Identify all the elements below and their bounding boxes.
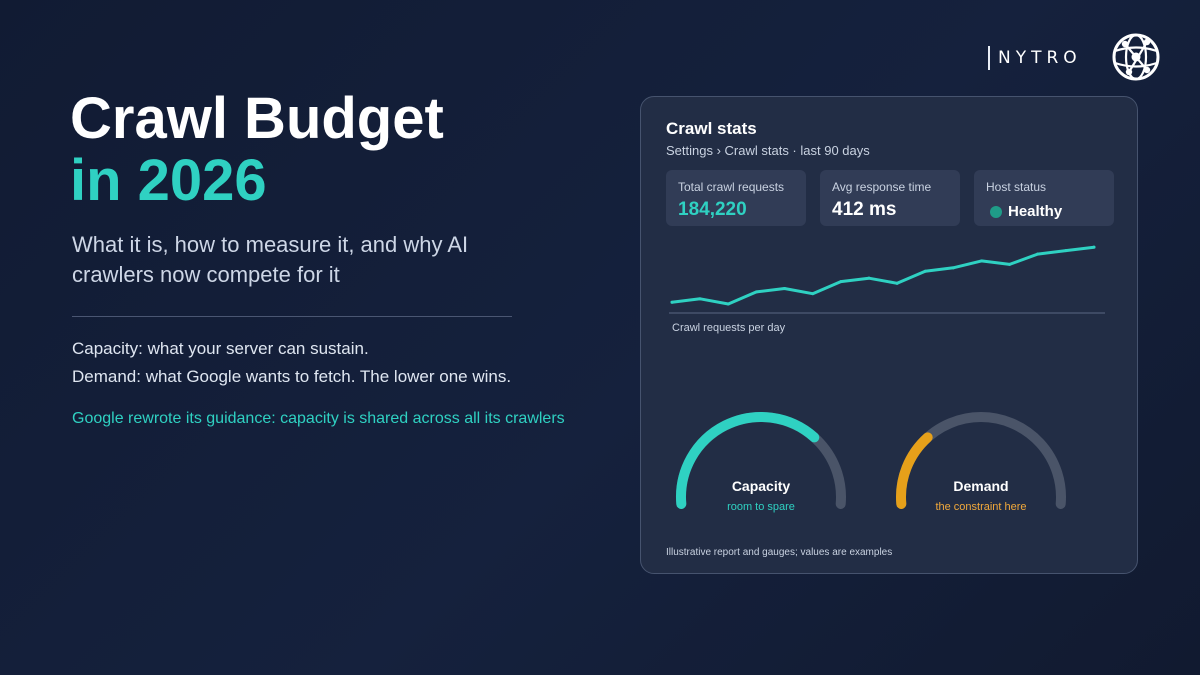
- breadcrumb: Settings › Crawl stats · last 90 days: [666, 143, 870, 158]
- status-dot-icon: [990, 205, 1002, 218]
- crawl-requests-line: [670, 245, 1096, 306]
- stat-value: 412 ms: [832, 199, 897, 220]
- card-title: Crawl stats: [666, 119, 757, 138]
- subtitle: What it is, how to measure it, and why A…: [72, 232, 469, 287]
- data-point-6: [811, 292, 815, 296]
- status-row: Healthy: [990, 203, 1062, 220]
- brand-divider: [988, 46, 990, 70]
- data-point-1: [670, 300, 674, 304]
- page-title: Crawl Budget in 2026: [70, 88, 444, 212]
- data-point-12: [979, 259, 983, 263]
- stat-total-requests: Total crawl requests 184,220: [666, 170, 806, 226]
- data-point-14: [1036, 252, 1040, 256]
- gauge-fill-capacity: [676, 412, 820, 509]
- stat-label: Total crawl requests: [678, 180, 785, 194]
- data-point-15: [1064, 249, 1068, 253]
- data-point-9: [895, 281, 899, 285]
- gauge-sub-capacity: room to spare: [727, 501, 795, 513]
- brand-name: NYTRO: [998, 48, 1082, 68]
- stat-label: Avg response time: [832, 180, 932, 194]
- data-point-8: [867, 276, 871, 280]
- key-points: Capacity: what your server can sustain. …: [72, 335, 511, 391]
- stat-avg-response: Avg response time 412 ms: [820, 170, 960, 226]
- divider: [72, 316, 512, 317]
- title-line-1: Crawl Budget: [70, 86, 444, 151]
- data-point-10: [923, 269, 927, 273]
- footnote: Illustrative report and gauges; values a…: [666, 547, 893, 558]
- stat-host-status: Host status Healthy: [974, 170, 1114, 226]
- crawl-stats-card: Crawl stats Settings › Crawl stats · las…: [640, 96, 1138, 574]
- title-line-2: in 2026: [70, 148, 267, 213]
- crawl-requests-chart: [669, 245, 1105, 314]
- data-point-16: [1092, 245, 1096, 249]
- data-point-13: [1008, 262, 1012, 266]
- data-point-11: [951, 266, 955, 270]
- globe-network-icon: [1112, 33, 1160, 81]
- gauge-label-demand: Demand: [953, 478, 1009, 494]
- data-point-2: [698, 297, 702, 301]
- point-capacity: Capacity: what your server can sustain.: [72, 339, 369, 358]
- gauge-label-capacity: Capacity: [731, 478, 791, 494]
- brand: NYTRO: [988, 32, 1160, 84]
- chart-caption: Crawl requests per day: [672, 322, 786, 334]
- stat-label: Host status: [986, 180, 1047, 194]
- stat-value: 184,220: [678, 199, 747, 220]
- guidance-note: Google rewrote its guidance: capacity is…: [72, 410, 565, 427]
- point-demand: Demand: what Google wants to fetch. The …: [72, 367, 512, 386]
- gauge-sub-demand: the constraint here: [935, 501, 1027, 513]
- data-point-3: [726, 302, 730, 306]
- gauge-fill-demand: [896, 432, 933, 509]
- status-badge: Healthy: [1008, 203, 1063, 220]
- data-point-7: [839, 280, 843, 284]
- gauges: [676, 412, 1066, 509]
- data-point-5: [783, 287, 787, 290]
- data-point-4: [754, 290, 758, 294]
